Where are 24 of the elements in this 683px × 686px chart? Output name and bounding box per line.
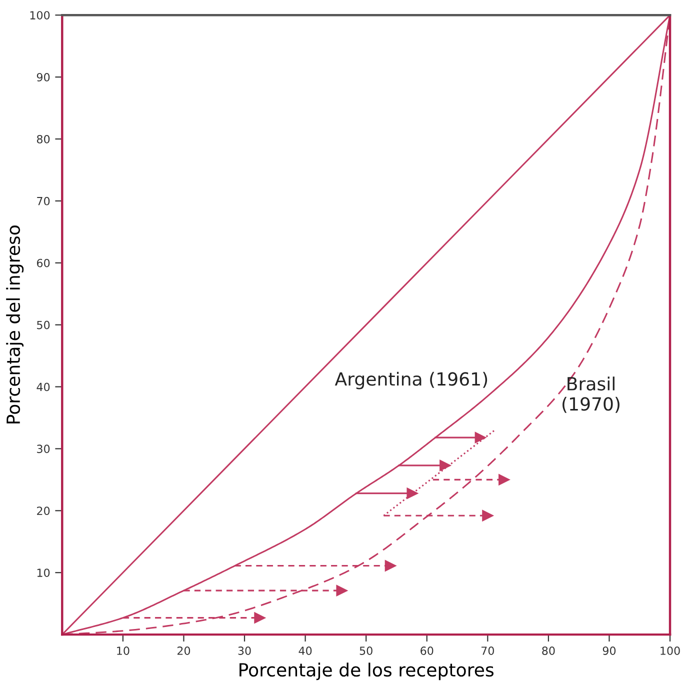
- x-tick-label: 70: [482, 646, 494, 655]
- x-tick-label: 40: [298, 646, 312, 655]
- y-tick-label: 30: [37, 444, 50, 454]
- x-axis-title: Porcentaje de los receptores: [240, 662, 494, 680]
- y-tick-label: 50: [37, 320, 50, 330]
- x-tick-label: 100: [660, 646, 680, 655]
- y-tick-label: 80: [36, 134, 50, 144]
- x-tick-label: 30: [238, 646, 251, 655]
- y-tick-label: 60: [36, 258, 50, 268]
- x-tick-label: 80: [542, 646, 555, 655]
- y-tick-label: 40: [36, 382, 50, 392]
- y-tick-label: 100: [30, 11, 50, 20]
- x-tick-label: 90: [602, 646, 616, 655]
- annotation: Argentina (1961): [334, 372, 488, 390]
- y-tick-label: 10: [37, 568, 50, 577]
- y-axis-title: Porcentaje del ingreso: [6, 226, 24, 424]
- x-tick-label: 50: [360, 646, 372, 655]
- x-tick-label: 10: [117, 646, 130, 655]
- x-tick-label: 60: [420, 646, 434, 655]
- y-tick-label: 70: [37, 196, 50, 206]
- y-tick-label: 20: [37, 506, 50, 516]
- y-tick-label: 90: [36, 73, 50, 82]
- x-tick-label: 20: [177, 646, 190, 655]
- annotation: Brasil (1970): [562, 376, 620, 413]
